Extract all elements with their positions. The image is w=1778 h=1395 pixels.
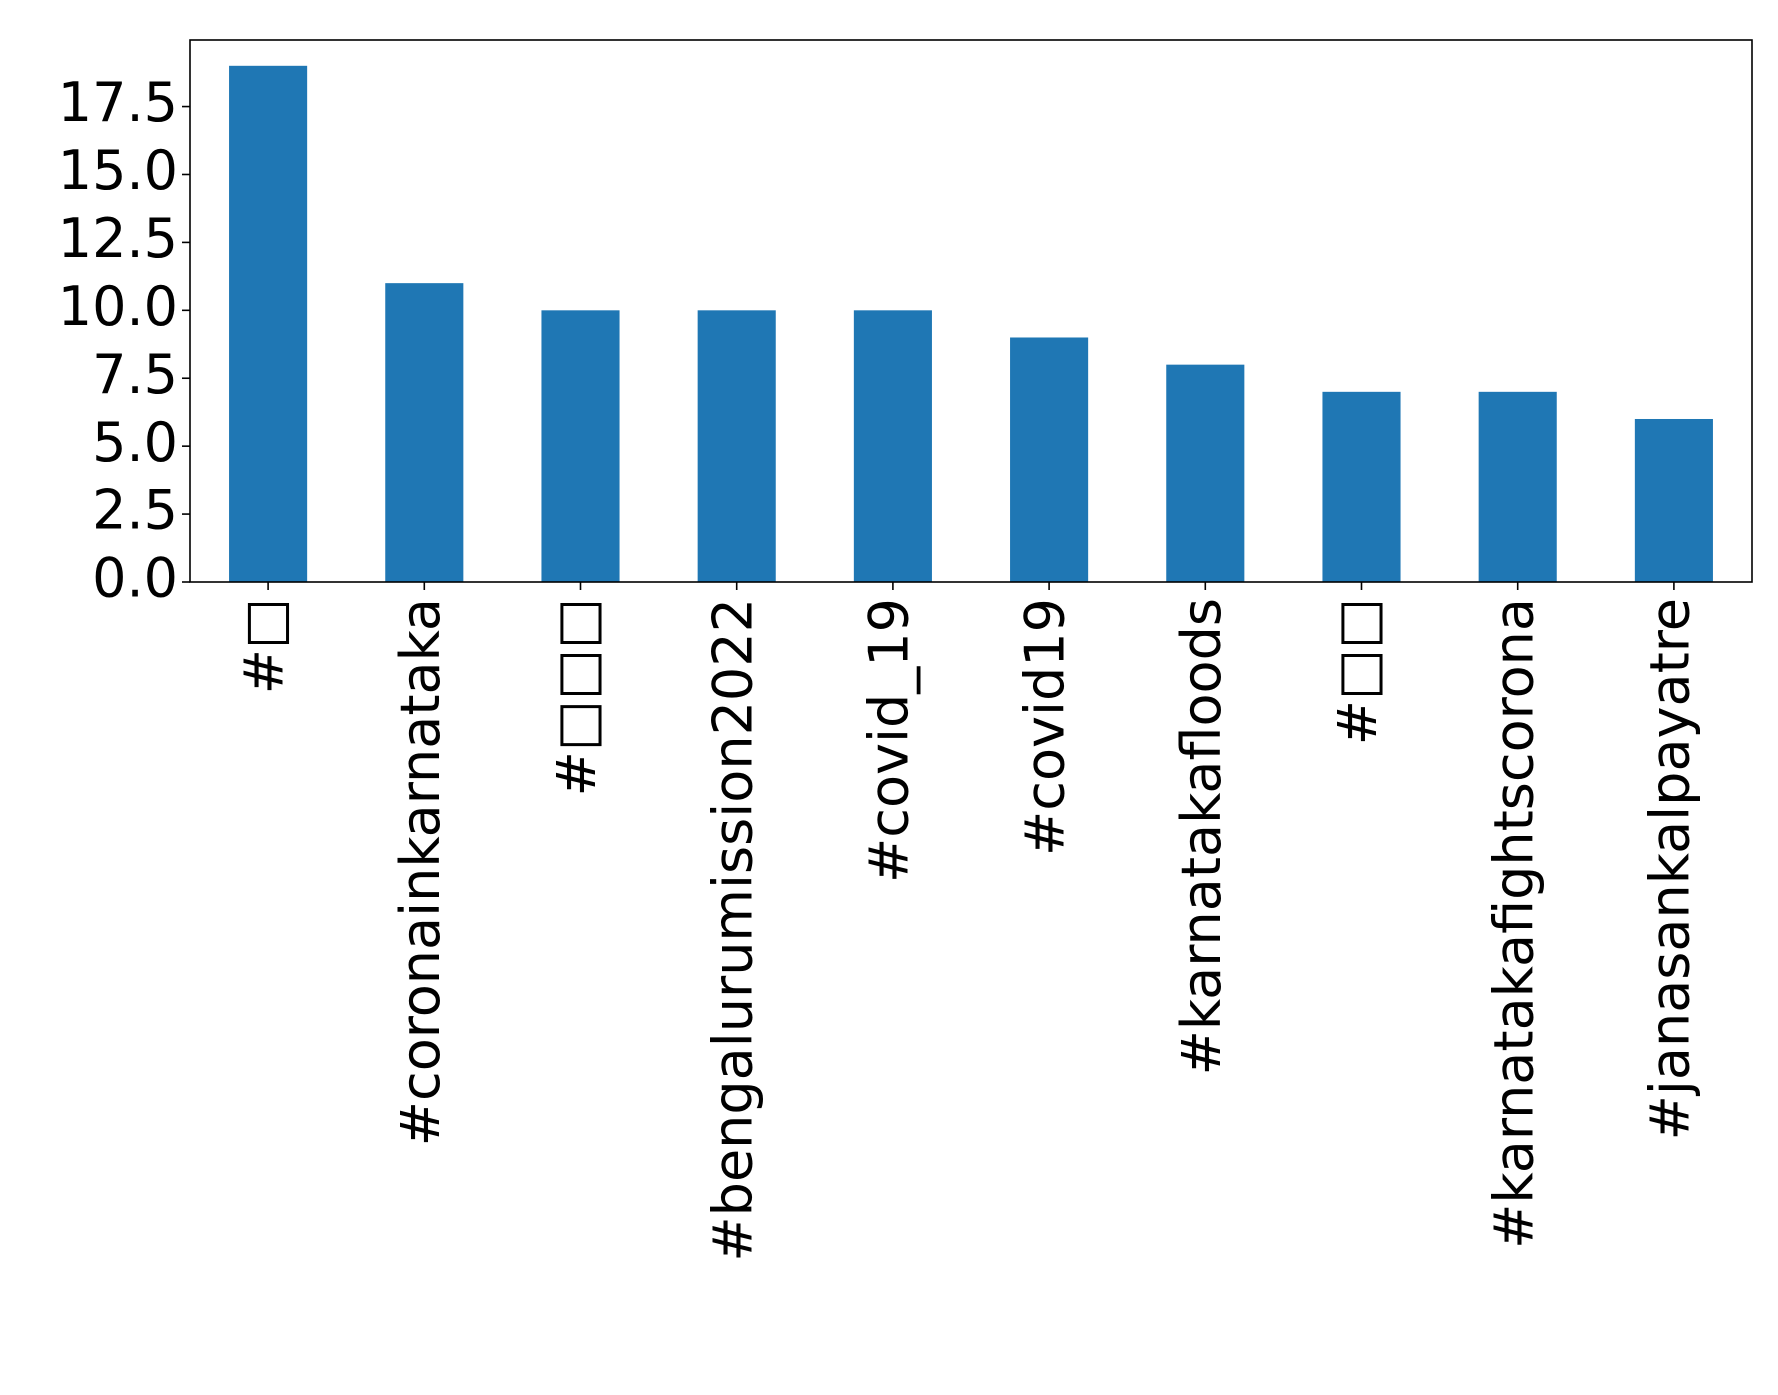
bar bbox=[1166, 364, 1245, 582]
x-tick-label: #karnatakafloods bbox=[1170, 598, 1233, 1075]
x-tick-label: #coronainkarnataka bbox=[389, 598, 452, 1146]
x-tick-label: #bengalurumission2022 bbox=[701, 598, 764, 1262]
bar bbox=[541, 310, 620, 582]
y-tick-label: 0.0 bbox=[92, 547, 178, 610]
x-tick-label: #□□□ bbox=[545, 598, 608, 796]
x-tick-label: #karnatakafightscorona bbox=[1482, 598, 1545, 1249]
bar bbox=[1322, 391, 1401, 582]
y-tick-label: 2.5 bbox=[92, 479, 178, 542]
x-tick-label: #covid_19 bbox=[858, 598, 921, 883]
y-tick-label: 7.5 bbox=[92, 343, 178, 406]
y-tick-label: 10.0 bbox=[58, 275, 178, 338]
x-tick-label: #□ bbox=[233, 598, 296, 694]
y-tick-label: 12.5 bbox=[58, 207, 178, 270]
bar bbox=[1478, 391, 1557, 582]
bar bbox=[385, 283, 464, 582]
plot-frame bbox=[189, 39, 1753, 583]
bars-group bbox=[229, 65, 1713, 583]
y-tick-label: 17.5 bbox=[58, 71, 178, 134]
bar bbox=[229, 65, 308, 583]
x-tick-label: #□□ bbox=[1326, 598, 1389, 745]
x-tick-label: #covid19 bbox=[1014, 598, 1077, 856]
y-tick-label: 15.0 bbox=[58, 139, 178, 202]
y-axis-ticks: 0.02.55.07.510.012.515.017.5 bbox=[58, 71, 190, 610]
x-tick-label: #janasankalpayatre bbox=[1639, 598, 1702, 1140]
y-tick-label: 5.0 bbox=[92, 411, 178, 474]
bar bbox=[1634, 418, 1713, 582]
bar bbox=[853, 310, 932, 582]
bar bbox=[697, 310, 776, 582]
bar bbox=[1010, 337, 1089, 582]
x-axis-ticks: #□ #coronainkarnataka #□□□ #bengalurumissio… bbox=[233, 582, 1702, 1262]
